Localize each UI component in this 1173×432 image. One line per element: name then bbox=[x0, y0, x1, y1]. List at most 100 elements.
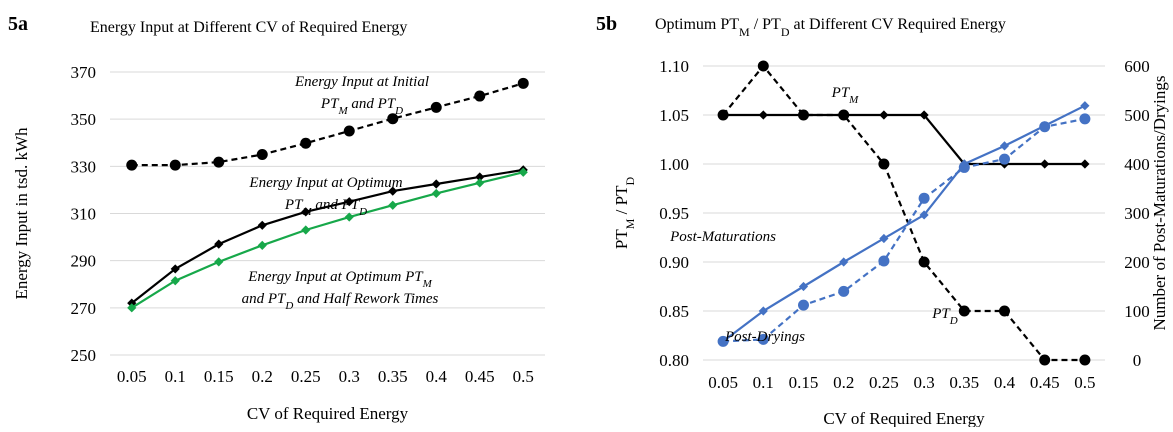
chart-title: Optimum PTM / PTD at Different CV Requir… bbox=[655, 16, 1006, 39]
data-point bbox=[999, 153, 1010, 165]
series-annotation: Energy Input at Optimum PTM bbox=[247, 269, 432, 290]
data-point bbox=[213, 156, 225, 168]
series-1 bbox=[717, 60, 1091, 366]
series-annotation-part: D bbox=[358, 206, 367, 218]
data-point bbox=[838, 109, 850, 121]
x-tick-label: 0.2 bbox=[252, 367, 273, 386]
x-tick-label: 0.05 bbox=[117, 367, 147, 386]
y-tick-label: 330 bbox=[71, 157, 97, 176]
series-line bbox=[723, 117, 1086, 343]
series-annotation: Energy Input at Initial bbox=[294, 74, 429, 90]
y-left-tick-label: 0.95 bbox=[659, 204, 689, 223]
y-left-tick-label: 0.90 bbox=[659, 253, 689, 272]
series-line bbox=[131, 168, 524, 304]
x-axis-label: CV of Required Energy bbox=[247, 404, 409, 423]
data-point bbox=[798, 281, 809, 292]
data-point bbox=[918, 192, 930, 204]
series-annotation-part: M bbox=[848, 94, 859, 106]
data-point bbox=[343, 125, 355, 137]
y-left-axis-label-part: / PT bbox=[612, 185, 631, 219]
series-annotation: Post-Dryings bbox=[724, 329, 805, 345]
data-point bbox=[431, 179, 441, 189]
data-point bbox=[717, 109, 729, 121]
y-right-tick-label: 0 bbox=[1133, 351, 1142, 370]
series-annotation-part: and Half Rework Times bbox=[293, 291, 438, 307]
data-point bbox=[127, 303, 137, 313]
data-point bbox=[344, 212, 354, 222]
series-annotation-part: PT bbox=[931, 306, 951, 322]
data-point bbox=[839, 257, 849, 267]
y-tick-label: 370 bbox=[71, 63, 97, 82]
data-point bbox=[431, 188, 441, 199]
y-right-tick-label: 500 bbox=[1124, 106, 1150, 125]
data-point bbox=[344, 197, 354, 207]
series-line bbox=[131, 171, 524, 309]
data-point bbox=[474, 90, 486, 102]
x-tick-label: 0.45 bbox=[1030, 373, 1060, 392]
x-tick-label: 0.1 bbox=[165, 367, 186, 386]
series-annotation: PTM bbox=[831, 85, 860, 106]
data-point bbox=[257, 220, 267, 230]
data-point bbox=[170, 276, 180, 286]
series-1 bbox=[127, 165, 528, 308]
series-annotation: Post-Maturations bbox=[669, 229, 776, 245]
data-point bbox=[838, 285, 850, 297]
x-tick-label: 0.1 bbox=[753, 373, 774, 392]
data-point bbox=[387, 113, 399, 125]
data-point bbox=[1079, 113, 1091, 125]
y-tick-label: 310 bbox=[71, 205, 97, 224]
y-right-tick-label: 600 bbox=[1124, 57, 1150, 76]
data-point bbox=[475, 178, 485, 188]
data-point bbox=[1040, 159, 1050, 169]
x-tick-label: 0.25 bbox=[869, 373, 899, 392]
data-point bbox=[475, 172, 485, 182]
data-point bbox=[1079, 354, 1091, 366]
panel-label: 5b bbox=[596, 13, 617, 35]
data-point bbox=[301, 207, 311, 217]
series-annotation-part: D bbox=[284, 300, 293, 312]
data-point bbox=[300, 137, 312, 149]
data-point bbox=[757, 60, 769, 72]
x-tick-label: 0.35 bbox=[949, 373, 979, 392]
series-annotation: PTM and PTD bbox=[320, 96, 403, 117]
series-annotation-part: PT bbox=[831, 85, 851, 101]
series-line bbox=[722, 64, 1085, 362]
series-line bbox=[723, 113, 1085, 166]
series-annotation-part: Energy Input at Optimum bbox=[248, 175, 402, 191]
series-annotation-part: and PT bbox=[242, 291, 287, 307]
y-tick-label: 290 bbox=[71, 252, 97, 271]
data-point bbox=[170, 264, 180, 274]
series-annotation-part: and PT bbox=[312, 197, 361, 213]
x-tick-label: 0.3 bbox=[913, 373, 934, 392]
data-point bbox=[214, 257, 224, 267]
data-point bbox=[757, 333, 769, 345]
series-line bbox=[722, 104, 1086, 343]
data-point bbox=[1039, 354, 1051, 366]
data-point bbox=[879, 110, 889, 120]
series-annotation-part: M bbox=[301, 206, 312, 218]
x-tick-label: 0.2 bbox=[833, 373, 854, 392]
y-right-tick-label: 300 bbox=[1124, 204, 1150, 223]
data-point bbox=[257, 240, 267, 250]
series-annotation: PTM and PTD bbox=[284, 197, 367, 218]
series-0 bbox=[718, 110, 1090, 169]
series-3 bbox=[717, 113, 1091, 347]
y-left-axis-label-part: PT bbox=[612, 229, 631, 249]
y-tick-label: 250 bbox=[71, 346, 97, 365]
chart-title-part: at Different CV Required Energy bbox=[789, 16, 1005, 33]
x-tick-label: 0.15 bbox=[204, 367, 234, 386]
x-tick-label: 0.05 bbox=[708, 373, 738, 392]
data-point bbox=[958, 305, 970, 317]
data-point bbox=[999, 141, 1010, 151]
x-tick-label: 0.15 bbox=[789, 373, 819, 392]
series-2 bbox=[718, 101, 1090, 346]
y-left-axis-label: PTM / PTD bbox=[612, 177, 637, 250]
data-point bbox=[958, 161, 970, 173]
y-tick-label: 350 bbox=[71, 110, 97, 129]
series-annotation-part: Post-Dryings bbox=[724, 329, 805, 345]
y-left-tick-label: 0.80 bbox=[659, 351, 689, 370]
series-annotation-part: PT bbox=[284, 197, 304, 213]
data-point bbox=[999, 305, 1010, 317]
series-annotation-part: Energy Input at Optimum PT bbox=[247, 269, 424, 285]
y-axis-label: Energy Input in tsd. kWh bbox=[12, 127, 31, 300]
